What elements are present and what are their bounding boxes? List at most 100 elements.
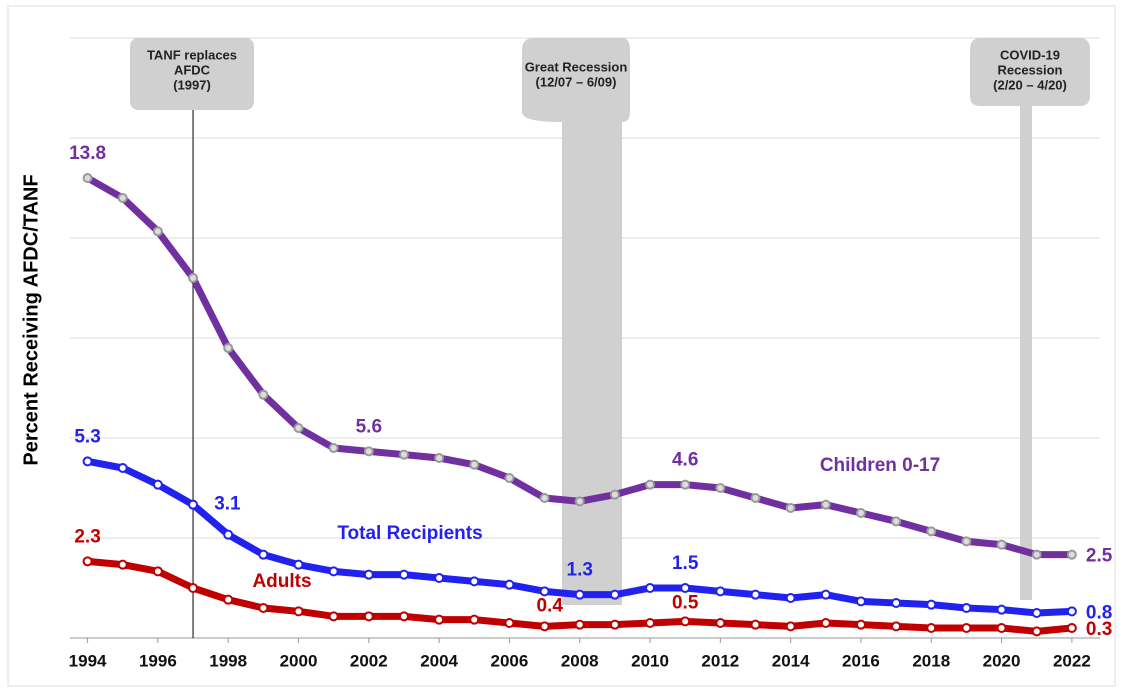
point — [328, 566, 339, 577]
point — [82, 456, 93, 467]
point — [398, 611, 409, 622]
x-tick-label: 1994 — [69, 651, 107, 670]
point — [398, 569, 409, 580]
point — [398, 449, 409, 460]
data-label: 1.5 — [672, 553, 699, 574]
point — [223, 594, 234, 605]
x-tick-label: 2018 — [912, 651, 950, 670]
x-tick-label: 2006 — [491, 651, 529, 670]
point — [926, 599, 937, 610]
point — [574, 589, 585, 600]
annotation: (1997) — [173, 77, 211, 92]
point — [469, 459, 480, 470]
series-label: Children 0-17 — [820, 455, 940, 476]
point — [785, 621, 796, 632]
point — [715, 586, 726, 597]
point — [574, 619, 585, 630]
frame — [7, 5, 1116, 687]
point — [645, 583, 656, 593]
x-tick-label: 2008 — [561, 651, 599, 670]
point — [293, 423, 304, 433]
point — [117, 193, 128, 203]
point — [434, 573, 445, 583]
point — [820, 589, 831, 600]
point — [680, 479, 691, 490]
x-tick-label: 2004 — [420, 651, 458, 670]
point — [223, 529, 234, 540]
series-label: Total Recipients — [337, 523, 482, 544]
point — [258, 603, 269, 613]
point — [539, 586, 550, 597]
point — [188, 499, 199, 510]
point — [469, 576, 480, 587]
point — [117, 463, 128, 473]
x-tick-label: 2020 — [983, 651, 1021, 670]
annotation: TANF replaces — [147, 47, 237, 62]
point — [609, 589, 620, 600]
point — [328, 443, 339, 453]
point — [82, 173, 93, 183]
point — [434, 453, 445, 463]
point — [82, 556, 93, 567]
data-label: 4.6 — [672, 450, 698, 471]
point — [820, 618, 831, 628]
data-label: 1.3 — [567, 560, 593, 581]
point — [1066, 606, 1077, 617]
data-label: 2.3 — [74, 526, 100, 547]
point — [293, 606, 304, 617]
point — [609, 489, 620, 500]
x-tick-label: 2000 — [280, 651, 318, 670]
point — [785, 593, 796, 603]
point — [785, 503, 796, 513]
point — [609, 619, 620, 630]
y-axis-label: Percent Receiving AFDC/TANF — [20, 174, 42, 465]
point — [645, 618, 656, 628]
point — [152, 226, 163, 237]
point — [680, 616, 691, 627]
x-tick-label: 2002 — [350, 651, 388, 670]
point — [539, 621, 550, 632]
data-label: 0.3 — [1086, 619, 1112, 640]
data-label: 0.4 — [537, 596, 564, 617]
point — [504, 579, 515, 590]
data-label: 3.1 — [214, 494, 241, 515]
point — [961, 623, 972, 633]
x-tick-label: 2010 — [631, 651, 669, 670]
point — [363, 446, 374, 457]
data-label: 2.5 — [1086, 546, 1113, 567]
annotation: Recession — [997, 62, 1062, 77]
point — [539, 493, 550, 503]
point — [504, 618, 515, 628]
point — [293, 559, 304, 570]
data-label: 13.8 — [69, 143, 106, 164]
point — [680, 583, 691, 593]
point — [891, 516, 902, 527]
point — [645, 479, 656, 490]
point — [469, 614, 480, 625]
point — [188, 273, 199, 283]
point — [1031, 626, 1042, 637]
point — [152, 566, 163, 577]
point — [117, 559, 128, 570]
point — [961, 603, 972, 613]
annotation: (12/07 – 6/09) — [536, 74, 617, 89]
data-label: 5.3 — [74, 426, 100, 447]
point — [1031, 549, 1042, 560]
x-tick-label: 2022 — [1053, 651, 1091, 670]
point — [188, 583, 199, 593]
point — [891, 621, 902, 632]
point — [996, 539, 1007, 550]
point — [504, 473, 515, 483]
point — [574, 496, 585, 507]
point — [363, 569, 374, 580]
point — [152, 479, 163, 490]
recession-shade — [970, 38, 1090, 600]
annotation: COVID-19 — [1000, 47, 1060, 62]
point — [223, 343, 234, 353]
annotation: AFDC — [174, 62, 211, 77]
point — [715, 483, 726, 493]
point — [996, 604, 1007, 615]
point — [996, 623, 1007, 633]
series-label: Adults — [252, 571, 311, 592]
